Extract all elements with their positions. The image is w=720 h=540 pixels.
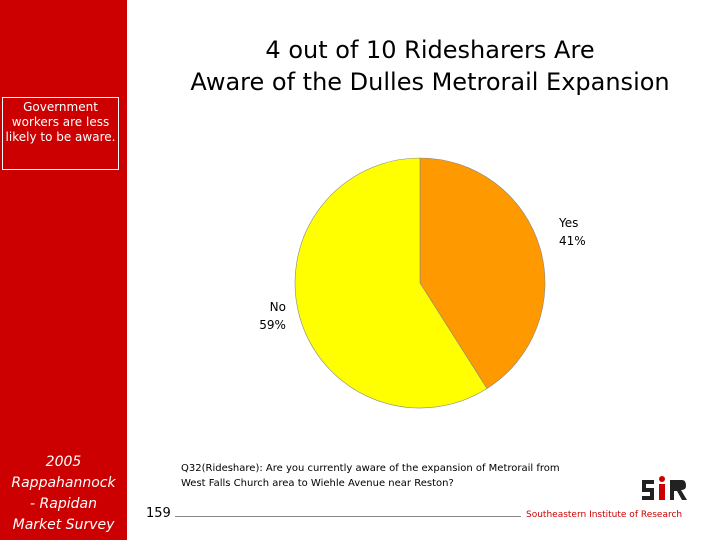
logo-part xyxy=(642,480,646,490)
footer-rule xyxy=(175,516,521,517)
title-line: 4 out of 10 Ridesharers Are xyxy=(265,36,595,64)
footnote-line: West Falls Church area to Wiehle Avenue … xyxy=(181,478,454,489)
footnote-line: Q32(Rideshare): Are you currently aware … xyxy=(181,463,560,474)
slice-label: No xyxy=(270,300,286,314)
page-number: 159 xyxy=(146,506,171,521)
survey-line: Rappahannock xyxy=(11,475,116,491)
chart-title: 4 out of 10 Ridesharers Are Aware of the … xyxy=(150,34,710,98)
survey-line: - Rapidan xyxy=(30,496,97,512)
slice-value-label: 41% xyxy=(559,234,586,248)
survey-label: 2005 Rappahannock - Rapidan Market Survey xyxy=(0,452,127,536)
logo-part xyxy=(642,480,654,484)
sidebar-note: Government workers are less likely to be… xyxy=(2,97,119,170)
logo-part xyxy=(642,496,654,500)
organization: Southeastern Institute of Research xyxy=(526,510,683,520)
slice-value-label: 59% xyxy=(259,318,286,332)
sidebar xyxy=(0,0,127,540)
survey-line: Market Survey xyxy=(12,517,115,533)
logo-part xyxy=(659,484,665,500)
footnote: Q32(Rideshare): Are you currently aware … xyxy=(181,461,560,491)
logo-part xyxy=(642,488,654,492)
title-line: Aware of the Dulles Metrorail Expansion xyxy=(190,68,670,96)
slice-label: Yes xyxy=(558,216,578,230)
survey-line: 2005 xyxy=(45,454,82,470)
logo-part xyxy=(650,488,654,500)
pie-slice xyxy=(419,157,546,389)
logo xyxy=(642,476,687,500)
logo-part xyxy=(659,476,665,482)
logo-part xyxy=(670,480,687,500)
chart: Yes 41% No 59% xyxy=(259,157,586,409)
pie-slice xyxy=(294,157,488,409)
